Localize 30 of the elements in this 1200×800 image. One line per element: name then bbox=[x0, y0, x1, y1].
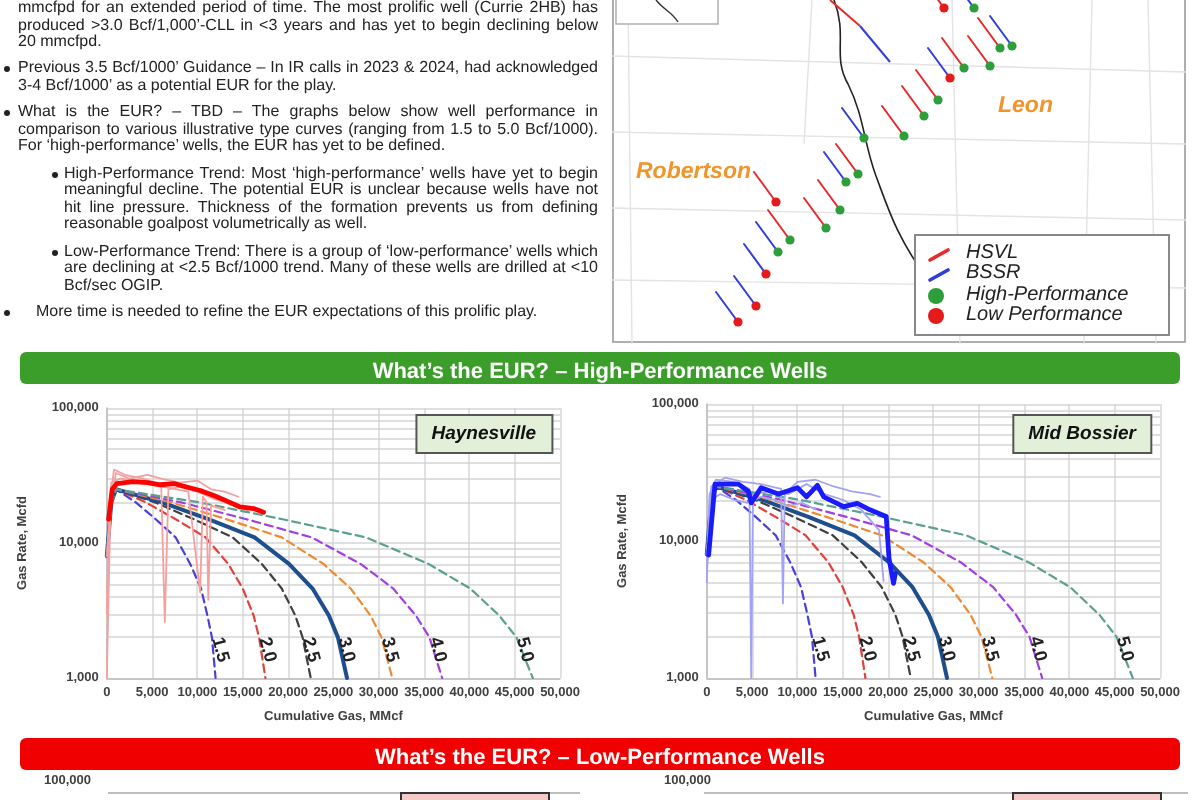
legend-label: HSVL bbox=[966, 241, 1019, 264]
text: 5.0 bbox=[512, 634, 539, 665]
text: Previous 3.5 Bcf/1000’ Guidance – In IR calls in 2023 & 2024, had acknowledged 3-4 Bcf/1000’ as a potential EUR for the play. bbox=[18, 58, 598, 94]
legend-label: High-Performance bbox=[966, 283, 1129, 306]
legend-label: Low Performance bbox=[966, 304, 1123, 328]
text: What’s the EUR? – High-Performance Wells bbox=[372, 360, 828, 384]
text: Haynesville bbox=[431, 423, 538, 445]
text: 1.5 bbox=[808, 634, 835, 664]
text: mmcfpd for an extended period of time. The most prolific well (Currie 2HB) has produced >3.0 Bcf/1,000’-CLL in <3 years and has yet to begin declining below 20 mmcfpd. bbox=[18, 0, 598, 51]
text: Low-Performance Trend: There is a group of ‘low-performance’ wells which are declining at <2.5 Bcf/1000 trend. Many of these wells are drilled at <10 Bcf/sec OGIP. bbox=[64, 241, 598, 294]
text: 3.5 bbox=[377, 634, 404, 665]
text: 3.0 bbox=[934, 634, 961, 664]
text: What’s the EUR? – Low-Performance Wells bbox=[375, 746, 825, 770]
text: Robertson bbox=[636, 160, 751, 186]
legend-label: BSSR bbox=[966, 262, 1021, 285]
text: 2.0 bbox=[255, 634, 282, 665]
text: 1.5 bbox=[208, 634, 235, 665]
text: Mid Bossier bbox=[1028, 423, 1139, 445]
text: More time is needed to refine the EUR expectations of this prolific play. bbox=[36, 301, 538, 320]
text: 4.0 bbox=[1025, 634, 1052, 664]
text: 3.0 bbox=[334, 634, 361, 665]
text: 2.5 bbox=[898, 634, 925, 664]
text: 3.5 bbox=[977, 634, 1004, 664]
text: 4.0 bbox=[425, 634, 452, 665]
text: 2.5 bbox=[298, 634, 325, 665]
text: 5.0 bbox=[1112, 634, 1139, 664]
text: 2.0 bbox=[855, 634, 882, 664]
text: High-Performance Trend: Most ‘high-performance’ wells have yet to begin meaningful decline. The potential EUR is unclear because wells have not hit line pressure. Thickness of the formation prevents us from defining reasonable goalpost volumetrically as well. bbox=[64, 163, 598, 233]
text: What is the EUR? – TBD – The graphs below show well performance in comparison to various illustrative type curves (ranging from 1.5 to 5.0 Bcf/1000). For ‘high-performance’ wells, the EUR has yet to be defined. bbox=[18, 102, 598, 155]
text: Leon bbox=[998, 94, 1053, 120]
